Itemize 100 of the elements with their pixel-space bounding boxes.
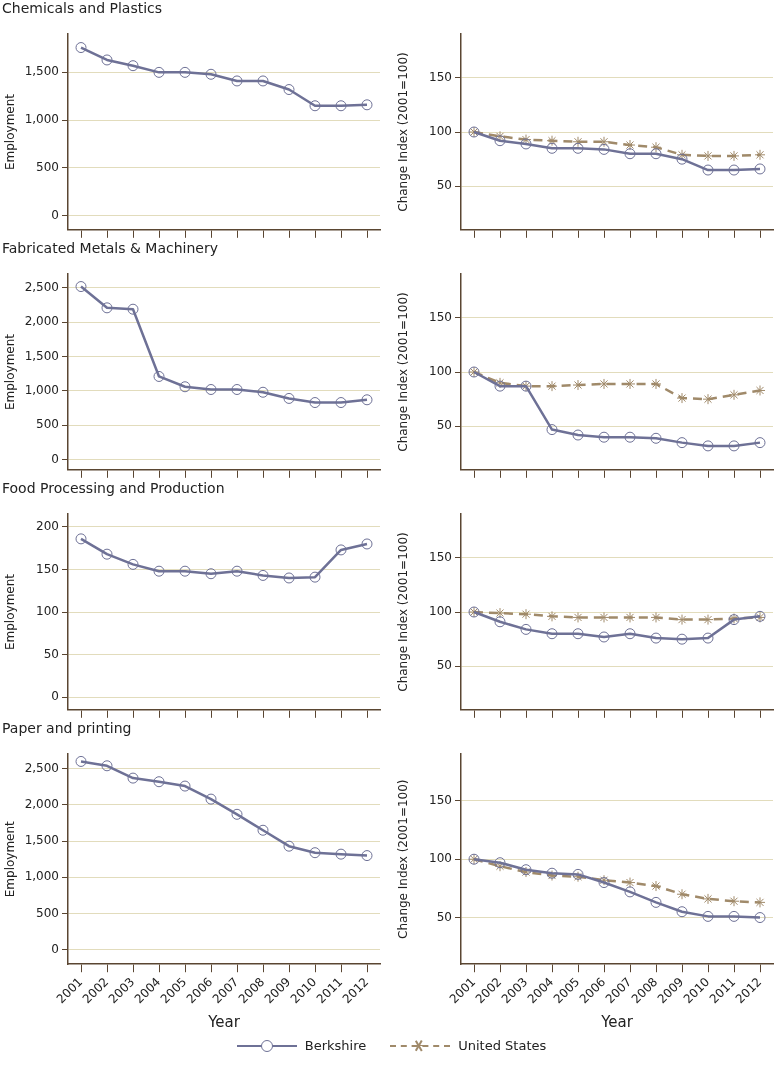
point <box>676 906 688 918</box>
y-axis-title: Employment <box>3 333 18 411</box>
point <box>598 431 610 443</box>
y-tick-label: 50 <box>436 418 452 433</box>
point <box>127 303 139 315</box>
y-tick-label: 1,000 <box>24 869 59 884</box>
point <box>754 149 766 161</box>
point <box>728 895 740 907</box>
point <box>335 544 347 556</box>
y-tick-label: 0 <box>51 941 59 956</box>
y-tick-label: 1,500 <box>24 833 59 848</box>
point <box>728 910 740 922</box>
y-axis-title: Employment <box>3 573 18 651</box>
y-tick-label: 2,000 <box>24 797 59 812</box>
point <box>546 380 558 392</box>
point <box>231 384 243 395</box>
point <box>309 397 321 409</box>
y-tick-label: 1,500 <box>24 64 59 79</box>
y-tick-label: 150 <box>36 561 59 576</box>
point <box>361 850 373 862</box>
point <box>624 431 636 443</box>
point <box>624 886 636 898</box>
point <box>650 432 662 444</box>
point <box>676 153 688 165</box>
point <box>283 392 295 404</box>
point <box>101 548 113 560</box>
point <box>231 565 243 577</box>
point <box>179 780 191 792</box>
y-tick-label: 500 <box>36 417 59 432</box>
point <box>650 880 662 892</box>
point <box>101 302 113 314</box>
point <box>205 68 217 80</box>
point <box>650 148 662 160</box>
point <box>572 611 584 623</box>
point <box>153 776 165 788</box>
y-tick-label: 0 <box>51 689 59 704</box>
point <box>624 628 636 640</box>
point <box>335 100 347 112</box>
point <box>572 429 584 441</box>
y-tick-label: 200 <box>36 519 59 534</box>
point <box>361 538 373 550</box>
point <box>728 164 740 176</box>
point <box>754 163 766 175</box>
point <box>624 611 636 623</box>
legend-label: Berkshire <box>304 1038 367 1053</box>
point <box>231 808 243 820</box>
y-tick-label: 150 <box>429 793 452 807</box>
point <box>205 793 217 805</box>
y-axis-title: Change Index (2001=100) <box>396 52 411 212</box>
point <box>650 896 662 908</box>
point <box>650 632 662 644</box>
point <box>728 440 740 452</box>
chart-title: Chemicals and Plastics <box>1 0 164 18</box>
y-tick-label: 50 <box>436 909 452 924</box>
point <box>754 437 766 449</box>
y-tick-label: 0 <box>51 451 59 466</box>
point <box>676 633 688 645</box>
point <box>361 394 373 406</box>
y-axis-title: Change Index (2001=100) <box>396 779 411 939</box>
point <box>494 616 506 628</box>
y-tick-label: 100 <box>429 364 452 379</box>
point <box>520 608 532 620</box>
point <box>257 569 269 581</box>
y-tick-label: 150 <box>429 549 452 564</box>
point <box>546 142 558 154</box>
point <box>75 42 87 54</box>
point <box>702 150 714 162</box>
y-tick-label: 100 <box>36 604 59 619</box>
point <box>702 164 714 176</box>
point <box>520 623 532 635</box>
point <box>650 378 662 390</box>
y-axis-title: Employment <box>3 820 18 898</box>
point <box>702 393 714 405</box>
point <box>309 100 321 112</box>
point <box>598 611 610 623</box>
point <box>75 533 87 545</box>
point <box>283 840 295 852</box>
y-axis-title: Employment <box>3 93 18 171</box>
point <box>179 381 191 393</box>
y-tick-label: 2,000 <box>24 314 59 329</box>
point <box>702 632 714 644</box>
y-tick-label: 100 <box>429 851 452 866</box>
point <box>624 877 636 889</box>
x-axis-title: Year <box>600 1012 634 1031</box>
point <box>702 614 714 626</box>
point <box>205 384 217 395</box>
point <box>624 148 636 160</box>
point <box>283 84 295 96</box>
point <box>153 370 165 382</box>
point <box>598 136 610 148</box>
point <box>127 60 139 72</box>
point <box>728 150 740 162</box>
point <box>361 99 373 111</box>
point <box>650 611 662 623</box>
y-tick-label: 0 <box>51 207 59 222</box>
point <box>179 66 191 78</box>
point <box>598 631 610 643</box>
point <box>335 848 347 860</box>
point <box>153 66 165 78</box>
x-axis-title: Year <box>207 1012 241 1031</box>
